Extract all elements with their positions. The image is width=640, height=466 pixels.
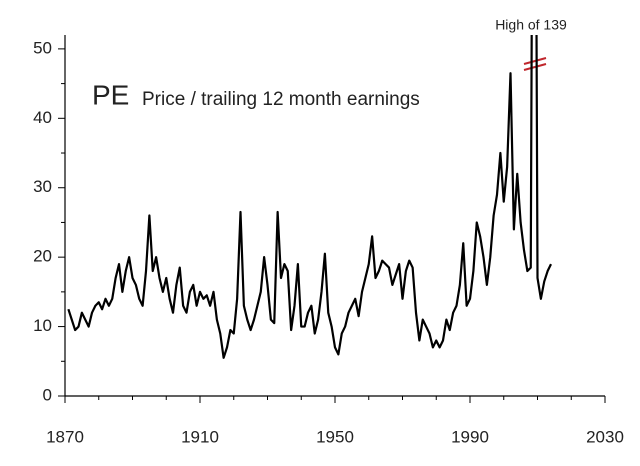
x-tick-label: 2030: [586, 427, 624, 446]
x-tick-label: 1990: [451, 427, 489, 446]
x-tick-label: 1870: [46, 427, 84, 446]
chart-title: PE: [92, 79, 129, 110]
y-tick-label: 50: [33, 38, 52, 57]
annotation: High of 139: [495, 17, 567, 33]
axis-break: [523, 57, 547, 71]
y-tick-label: 20: [33, 247, 52, 266]
y-tick-label: 0: [43, 385, 52, 404]
chart-subtitle: Price / trailing 12 month earnings: [142, 89, 420, 110]
pe-line: [67, 35, 552, 359]
y-tick-label: 30: [33, 177, 52, 196]
y-tick-label: 40: [33, 108, 52, 127]
y-tick-label: 10: [33, 316, 52, 335]
x-tick-label: 1950: [316, 427, 354, 446]
x-tick-label: 1910: [181, 427, 219, 446]
